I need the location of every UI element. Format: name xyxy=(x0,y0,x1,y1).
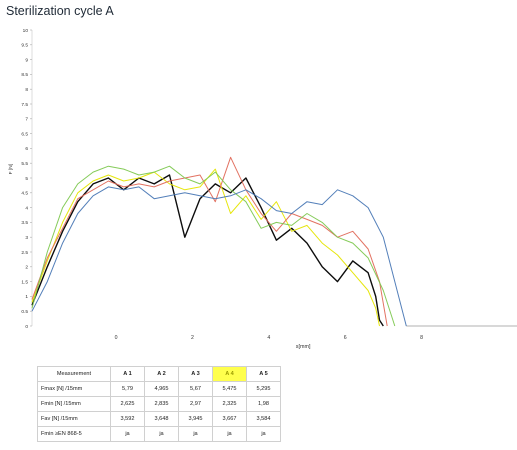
row-label: Fmin [N] /15mm xyxy=(37,396,111,412)
table-cell: ja xyxy=(246,426,281,442)
y-tick-label: 5 xyxy=(25,176,28,182)
table-cell: 2,835 xyxy=(144,396,179,412)
x-tick-label: 6 xyxy=(344,335,347,341)
table-header-a4: A 4 xyxy=(212,366,247,382)
table-cell: 5,295 xyxy=(246,381,281,397)
y-tick-label: 8.5 xyxy=(21,72,28,78)
y-tick-label: 0.5 xyxy=(21,309,28,315)
table-cell: 2,97 xyxy=(178,396,213,412)
y-tick-label: 4 xyxy=(25,205,28,211)
axes: 0 0.5 1 1.5 2 2.5 3 3.5 4 4.5 5 5.5 6 6.5 7 7.5 8 8.5 9 9.5… xyxy=(8,28,423,350)
x-tick-label: 4 xyxy=(267,335,270,341)
y-tick-label: 2 xyxy=(25,265,28,271)
table-cell: 4,965 xyxy=(144,381,179,397)
y-tick-label: 4.5 xyxy=(21,191,28,197)
row-label: Fav [N] /15mm xyxy=(37,411,111,427)
y-tick-label: 6.5 xyxy=(21,131,28,137)
row-label: Fmax [N] /15mm xyxy=(37,381,111,397)
x-tick-label: 2 xyxy=(191,335,194,341)
table-cell: 1,98 xyxy=(246,396,281,412)
series-line-2 xyxy=(31,168,380,327)
series-group xyxy=(31,156,517,327)
y-tick-label: 1.5 xyxy=(21,279,28,285)
table-cell: ja xyxy=(178,426,213,442)
x-axis-label: s[mm] xyxy=(296,344,311,350)
y-tick-label: 3.5 xyxy=(21,220,28,226)
table-cell: ja xyxy=(212,426,247,442)
measurement-table: Measurement A 1 A 2 A 3 A 4 A 5 Fmax [N]… xyxy=(37,366,281,442)
table-cell: 3,648 xyxy=(144,411,179,427)
x-tick-label: 8 xyxy=(420,335,423,341)
row-label: Fmin ≥EN 868-5 xyxy=(37,426,111,442)
table-header-a1: A 1 xyxy=(110,366,145,382)
table-cell: 5,79 xyxy=(110,381,145,397)
y-tick-label: 0 xyxy=(25,324,28,330)
table-cell: 3,945 xyxy=(178,411,213,427)
table-header-a2: A 2 xyxy=(144,366,179,382)
series-line-4 xyxy=(31,165,396,327)
chart-title: Sterilization cycle A xyxy=(6,4,114,18)
y-axis-label: F [N] xyxy=(8,164,14,174)
table-cell: 5,67 xyxy=(178,381,213,397)
x-tick-label: 0 xyxy=(115,335,118,341)
table-header-measurement: Measurement xyxy=(37,366,111,382)
table-row-en868: Fmin ≥EN 868-5 ja ja ja ja ja xyxy=(37,426,281,442)
y-tick-label: 7 xyxy=(25,117,28,123)
y-tick-label: 10 xyxy=(23,28,29,34)
table-cell: 5,475 xyxy=(212,381,247,397)
y-tick-label: 5.5 xyxy=(21,161,28,167)
y-tick-label: 1 xyxy=(25,294,28,300)
y-tick-label: 6 xyxy=(25,146,28,152)
series-line-1 xyxy=(31,174,384,327)
table-cell: ja xyxy=(110,426,145,442)
table-header-a5: A 5 xyxy=(246,366,281,382)
table-row-fmax: Fmax [N] /15mm 5,79 4,965 5,67 5,475 5,2… xyxy=(37,381,281,397)
series-line-5 xyxy=(31,186,407,327)
chart-plot: 0 0.5 1 1.5 2 2.5 3 3.5 4 4.5 5 5.5 6 6.5 7 7.5 8 8.5 9 9.5… xyxy=(8,28,517,350)
series-line-3 xyxy=(31,156,388,327)
y-tick-label: 3 xyxy=(25,235,28,241)
y-tick-label: 9 xyxy=(25,57,28,63)
y-tick-label: 2.5 xyxy=(21,250,28,256)
table-header-row: Measurement A 1 A 2 A 3 A 4 A 5 xyxy=(37,366,281,382)
y-tick-label: 9.5 xyxy=(21,43,28,49)
table-cell: ja xyxy=(144,426,179,442)
table-row-fav: Fav [N] /15mm 3,592 3,648 3,945 3,667 3,… xyxy=(37,411,281,427)
y-tick-label: 7.5 xyxy=(21,102,28,108)
table-row-fmin: Fmin [N] /15mm 2,625 2,835 2,97 2,325 1,… xyxy=(37,396,281,412)
table-cell: 2,325 xyxy=(212,396,247,412)
table-header-a3: A 3 xyxy=(178,366,213,382)
table-cell: 2,625 xyxy=(110,396,145,412)
y-tick-label: 8 xyxy=(25,87,28,93)
table-cell: 3,592 xyxy=(110,411,145,427)
table-cell: 3,667 xyxy=(212,411,247,427)
table-cell: 3,584 xyxy=(246,411,281,427)
